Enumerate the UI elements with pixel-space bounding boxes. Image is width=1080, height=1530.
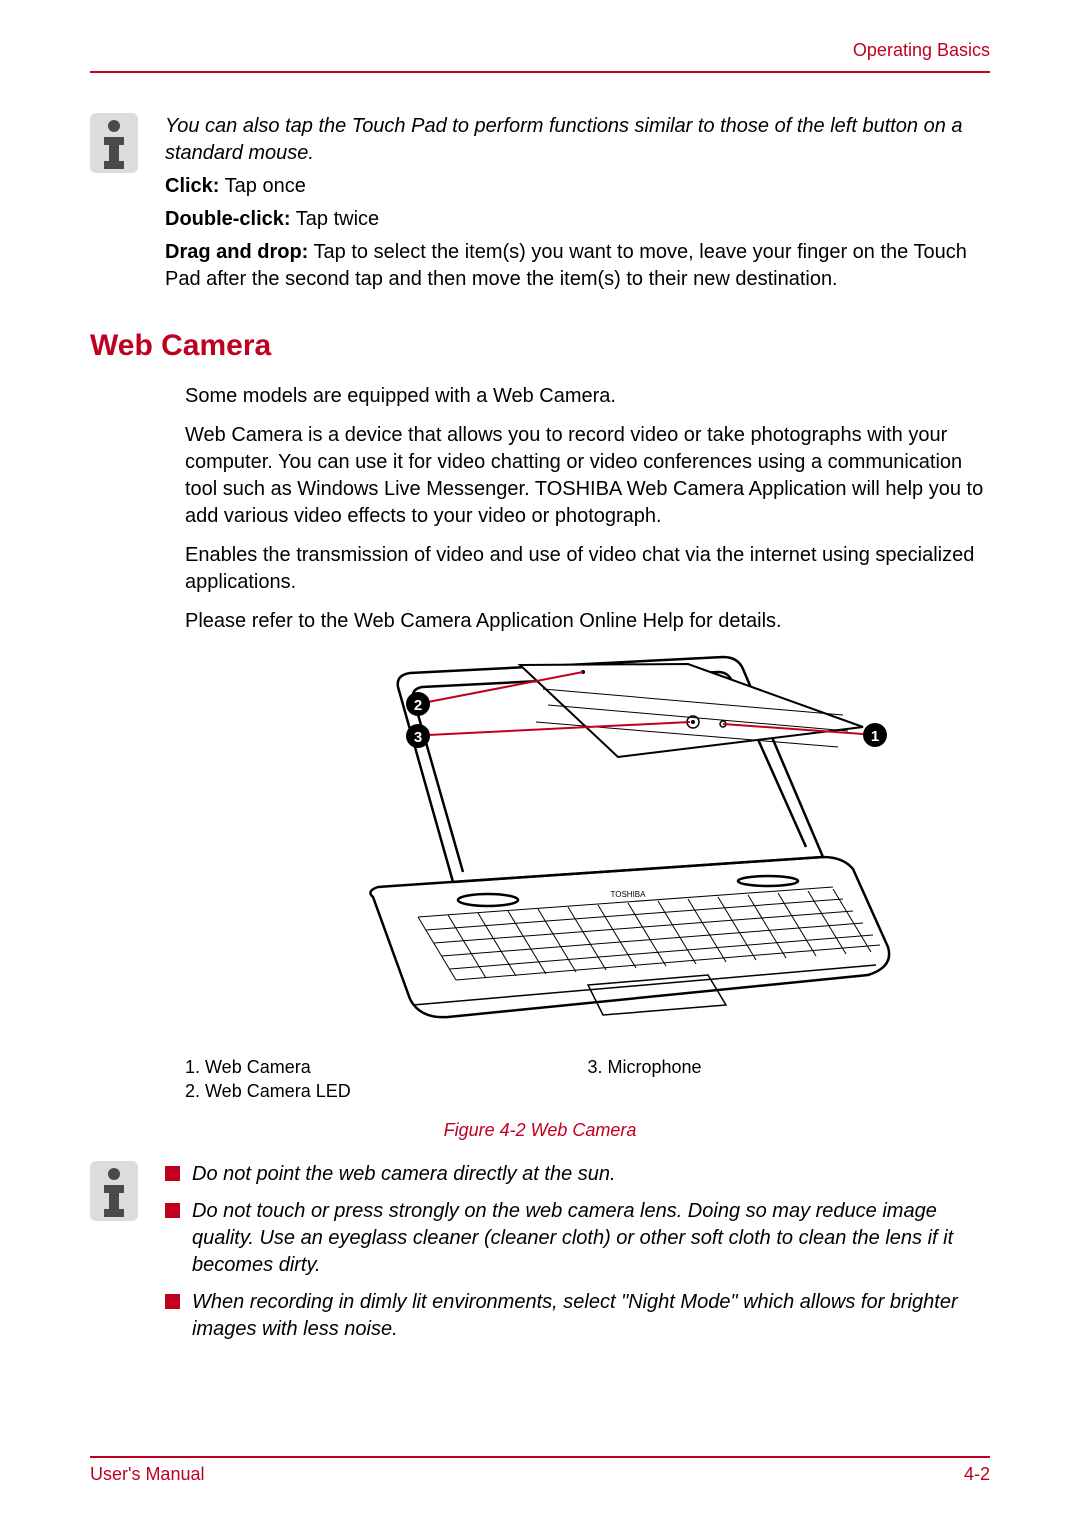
- info-note-block-1: You can also tap the Touch Pad to perfor…: [90, 113, 990, 299]
- footer-rule: [90, 1456, 990, 1458]
- section-p2: Web Camera is a device that allows you t…: [185, 422, 990, 530]
- section-p1: Some models are equipped with a Web Came…: [185, 383, 990, 410]
- section-p4: Please refer to the Web Camera Applicati…: [185, 608, 990, 635]
- svg-text:TOSHIBA: TOSHIBA: [610, 890, 646, 899]
- info1-dbl-label: Double-click:: [165, 208, 291, 230]
- bullet-2-text: Do not touch or press strongly on the we…: [192, 1198, 990, 1279]
- footer-right: 4-2: [964, 1464, 990, 1485]
- info-note-block-2: Do not point the web camera directly at …: [90, 1161, 990, 1353]
- legend-3: 3. Microphone: [588, 1057, 991, 1078]
- figure-web-camera: TOSHIBA: [185, 647, 990, 1047]
- p2-d: .: [524, 478, 535, 500]
- info1-drag-label: Drag and drop:: [165, 241, 308, 263]
- bullet-square-icon: [165, 1203, 180, 1218]
- svg-text:2: 2: [413, 697, 421, 714]
- bullet-square-icon: [165, 1294, 180, 1309]
- p2-c: Windows Live Messenger: [297, 478, 524, 500]
- header-right-text: Operating Basics: [90, 40, 990, 61]
- legend-1: 1. Web Camera: [185, 1057, 588, 1078]
- bullet-1-text: Do not point the web camera directly at …: [192, 1161, 616, 1188]
- page-content: You can also tap the Touch Pad to perfor…: [90, 113, 990, 1353]
- section-p3: Enables the transmission of video and us…: [185, 542, 990, 596]
- svg-text:1: 1: [870, 728, 878, 745]
- footer-left: User's Manual: [90, 1464, 204, 1485]
- info1-click-text: Tap once: [219, 175, 305, 197]
- bullet-square-icon: [165, 1166, 180, 1181]
- header-rule: [90, 71, 990, 73]
- section-body: Some models are equipped with a Web Came…: [185, 383, 990, 635]
- bullet-item-3: When recording in dimly lit environments…: [165, 1289, 990, 1343]
- bullet-item-1: Do not point the web camera directly at …: [165, 1161, 990, 1188]
- figure-legend: 1. Web Camera 2. Web Camera LED 3. Micro…: [185, 1057, 990, 1105]
- page-header: Operating Basics: [90, 40, 990, 73]
- p2-e: TOSHIBA Web Camera Application: [535, 478, 847, 500]
- info-icon-2: [90, 1161, 140, 1353]
- legend-2: 2. Web Camera LED: [185, 1081, 588, 1102]
- info-note-text-2: Do not point the web camera directly at …: [165, 1161, 990, 1353]
- bullet-item-2: Do not touch or press strongly on the we…: [165, 1198, 990, 1279]
- info1-click-label: Click:: [165, 175, 219, 197]
- info-note-text-1: You can also tap the Touch Pad to perfor…: [165, 113, 990, 299]
- bullet-3-text: When recording in dimly lit environments…: [192, 1289, 990, 1343]
- figure-caption: Figure 4-2 Web Camera: [90, 1120, 990, 1141]
- info1-intro: You can also tap the Touch Pad to perfor…: [165, 115, 963, 164]
- page-footer: User's Manual 4-2: [90, 1456, 990, 1485]
- p2-a: Web Camera: [185, 424, 302, 446]
- section-heading: Web Camera: [90, 329, 990, 363]
- info1-dbl-text: Tap twice: [291, 208, 380, 230]
- svg-text:3: 3: [413, 729, 421, 746]
- info-icon: [90, 113, 140, 299]
